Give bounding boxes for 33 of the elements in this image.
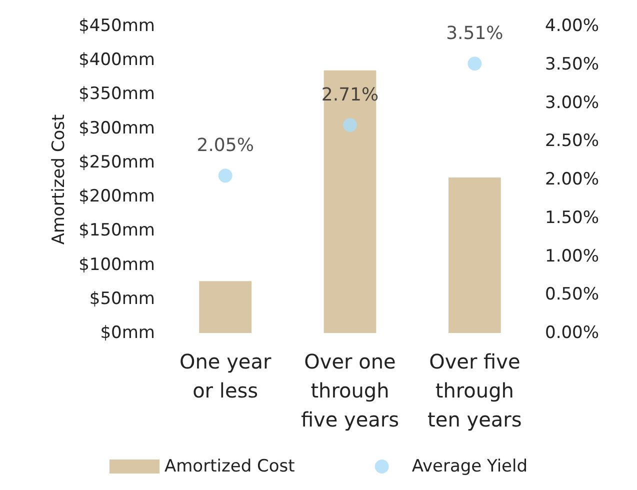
y-tick-label: $300mm xyxy=(78,118,155,138)
y2-tick-label: 0.00% xyxy=(545,323,600,343)
y2-tick-label: 3.00% xyxy=(545,92,600,113)
bar xyxy=(199,281,252,333)
y2-tick-label: 1.50% xyxy=(545,208,600,228)
y-tick-label: $400mm xyxy=(78,50,155,70)
x-tick-label: Over five through ten years xyxy=(428,350,522,432)
y-tick-label: $0mm xyxy=(100,323,155,343)
point xyxy=(343,118,357,132)
point xyxy=(218,168,232,183)
x-tick-label: One year or less xyxy=(179,350,272,402)
y-tick-label: $450mm xyxy=(78,16,155,36)
y-tick-label: $100mm xyxy=(78,254,155,275)
data-label: 3.51% xyxy=(446,23,504,44)
y-tick-label: $150mm xyxy=(78,220,155,241)
y2-tick-label: 2.50% xyxy=(545,131,600,152)
y2-tick-label: 0.50% xyxy=(545,284,600,305)
y-tick-label: $250mm xyxy=(78,152,155,172)
y2-tick-label: 1.00% xyxy=(545,246,600,266)
x-tick-label: Over one through five years xyxy=(300,350,400,432)
data-label: 2.05% xyxy=(196,135,254,156)
y2-tick-label: 2.00% xyxy=(545,170,600,190)
y-axis-title: Amortized Cost xyxy=(49,114,70,245)
y2-tick-label: 3.50% xyxy=(545,54,600,74)
bar xyxy=(448,177,501,333)
y2-tick-label: 4.00% xyxy=(545,16,600,36)
legend-label: Average Yield xyxy=(412,456,528,476)
legend-label: Amortized Cost xyxy=(164,456,296,476)
y-tick-label: $200mm xyxy=(78,186,155,207)
bar xyxy=(324,70,376,333)
point xyxy=(468,56,482,71)
y-tick-label: $50mm xyxy=(89,288,155,309)
y-tick-label: $350mm xyxy=(78,84,155,104)
